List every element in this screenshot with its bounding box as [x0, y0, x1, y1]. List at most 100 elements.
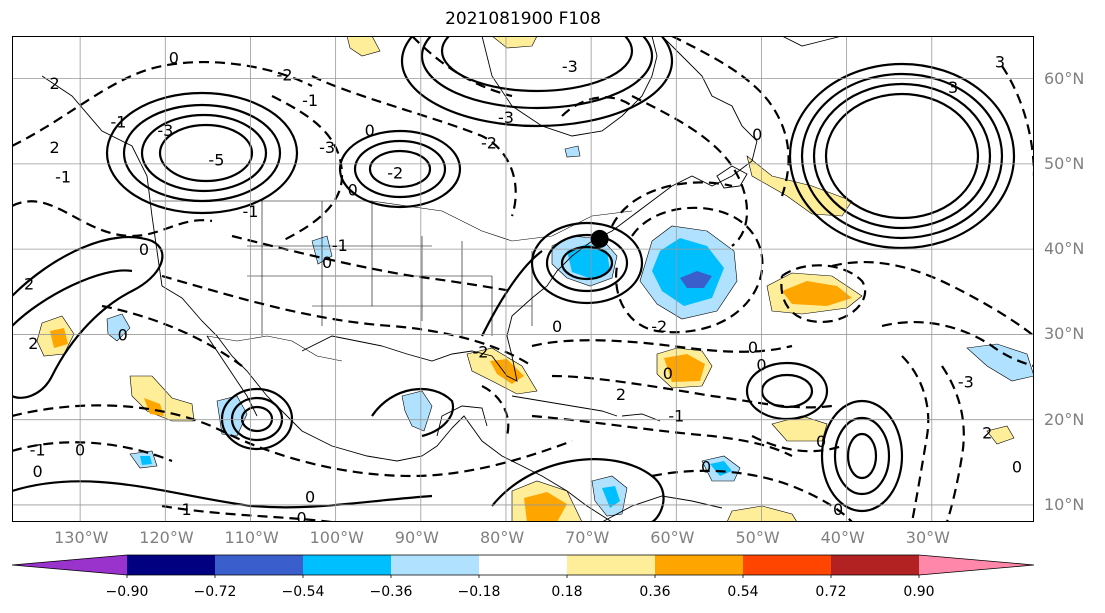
- lon-label-30w: 30°W: [905, 528, 950, 547]
- lon-label-130w: 130°W: [54, 528, 109, 547]
- state-lines: [247, 201, 533, 336]
- contour-n-atlantic-1: [788, 62, 1016, 250]
- colorbar-tick-label: 0.54: [727, 584, 759, 600]
- colorbar-segment: [479, 555, 568, 575]
- contour-label: 0: [365, 121, 375, 140]
- contour-pacific-low-2: [230, 396, 284, 442]
- lon-label-100w: 100°W: [309, 528, 364, 547]
- contour-south-pacific: [12, 480, 433, 509]
- contour-label: -3: [498, 108, 514, 127]
- contour-label: -2: [277, 65, 293, 84]
- shade-positive-east-atlantic-2: [986, 425, 1015, 445]
- dashed-contour-2: [12, 200, 213, 238]
- dashed-contour-7: [101, 304, 243, 367]
- contour-label: 0: [756, 355, 766, 374]
- contour-alaska-gulf-4: [158, 123, 254, 183]
- shade-dark-blue-w-atlantic: [680, 271, 712, 288]
- dashed-contour-5: [231, 234, 513, 293]
- south-america: [601, 495, 723, 522]
- contour-label: 2: [49, 138, 59, 157]
- dashed-contour-10: [631, 95, 749, 247]
- contour-label: -2: [651, 317, 667, 336]
- colorbar-extend-max: [919, 555, 1034, 575]
- contour-label: 0: [305, 487, 315, 506]
- contour-caribbean: [491, 458, 665, 522]
- dashed-contour-26: [651, 469, 853, 522]
- contours-dashed: [12, 36, 1034, 522]
- lon-label-110w: 110°W: [224, 528, 279, 547]
- contour-label: 0: [663, 364, 673, 383]
- contour-pacific-low-1: [220, 387, 294, 451]
- colorbar-tick-label: 0.36: [639, 584, 671, 600]
- cuba: [511, 395, 618, 417]
- lon-label-70w: 70°W: [565, 528, 610, 547]
- dashed-contour-17: [751, 435, 843, 453]
- lon-label-80w: 80°W: [479, 528, 525, 547]
- dashed-contour-20: [901, 355, 930, 522]
- contour-alaska-gulf-1: [105, 91, 299, 215]
- lat-label-50n: 50°N: [1044, 153, 1085, 173]
- contour-pacific-west: [12, 236, 164, 399]
- lat-label-10n: 10°N: [1044, 494, 1085, 514]
- contour-gulf-low: [371, 387, 455, 438]
- contour-label: 0: [348, 180, 358, 199]
- dashed-contour-3: [271, 95, 344, 242]
- dashed-contour-18: [831, 260, 1034, 337]
- contour-pacific-low-3: [240, 405, 274, 433]
- lon-label-60w: 60°W: [650, 528, 695, 547]
- hudson-bay: [481, 36, 658, 137]
- dashed-contour-8: [12, 404, 573, 478]
- colorbar-tick-label: 0.90: [903, 584, 935, 600]
- graticule: [12, 36, 1034, 522]
- shade-blue-central-america: [602, 486, 620, 508]
- contour-coastal-low-3: [560, 245, 614, 281]
- shade-negative-hudson: [564, 145, 581, 158]
- contour-n-atlantic-3: [812, 82, 992, 230]
- contour-label: 3: [948, 78, 958, 97]
- contour-label: -1: [242, 202, 258, 221]
- contour-coastal-low-1: [530, 221, 644, 305]
- lon-label-120w: 120°W: [139, 528, 194, 547]
- colorbar-tick-label: −0.72: [193, 584, 237, 600]
- shade-orange-caribbean-south: [524, 492, 567, 522]
- dashed-contour-27: [561, 96, 633, 117]
- lon-label-90w: 90°W: [394, 528, 439, 547]
- contour-label: 0: [296, 509, 306, 522]
- dashed-contour-16: [531, 414, 793, 457]
- contour-east-atlantic-3: [846, 432, 878, 480]
- colorbar-tick-label: 0.72: [815, 584, 847, 600]
- colorbar-segment: [743, 555, 832, 575]
- colorbar-tick-label: 0.18: [551, 584, 583, 600]
- dashed-contour-24: [481, 385, 510, 437]
- colorbar-segment: [127, 555, 216, 575]
- lon-label-50w: 50°W: [735, 528, 780, 547]
- lat-label-60n: 60°N: [1044, 68, 1085, 88]
- contour-canada-1: [338, 129, 462, 209]
- shade-blue-pacific-south: [140, 456, 152, 465]
- map-title: 2021081900 F108: [445, 9, 601, 29]
- contour-label: -3: [562, 57, 578, 76]
- dashed-contour-9: [12, 441, 173, 463]
- contour-label: -1: [55, 168, 71, 187]
- contour-label: 0: [32, 462, 42, 481]
- contour-label: -1: [668, 406, 684, 425]
- contour-labrador-3: [440, 36, 634, 93]
- shade-blue-coastal-low: [567, 244, 610, 279]
- colorbar-tick-label: −0.18: [457, 584, 501, 600]
- colorbar-segment: [215, 555, 304, 575]
- us-mexico-border: [206, 335, 343, 362]
- shade-positive-sw-atlantic: [726, 505, 798, 522]
- contour-alaska-gulf-3: [140, 113, 268, 193]
- contour-label: 2: [982, 423, 992, 442]
- dashed-contour-28: [411, 36, 513, 98]
- shade-orange-pacific-west: [50, 328, 68, 348]
- contours-solid: [12, 36, 1016, 522]
- yucatan: [436, 405, 488, 437]
- contour-label: 3: [995, 53, 1005, 72]
- dashed-contour-23: [780, 264, 867, 323]
- colorbar-tick-label: −0.54: [281, 584, 325, 600]
- contour-label: 0: [1012, 458, 1022, 477]
- shade-negative-east-atlantic: [966, 343, 1034, 382]
